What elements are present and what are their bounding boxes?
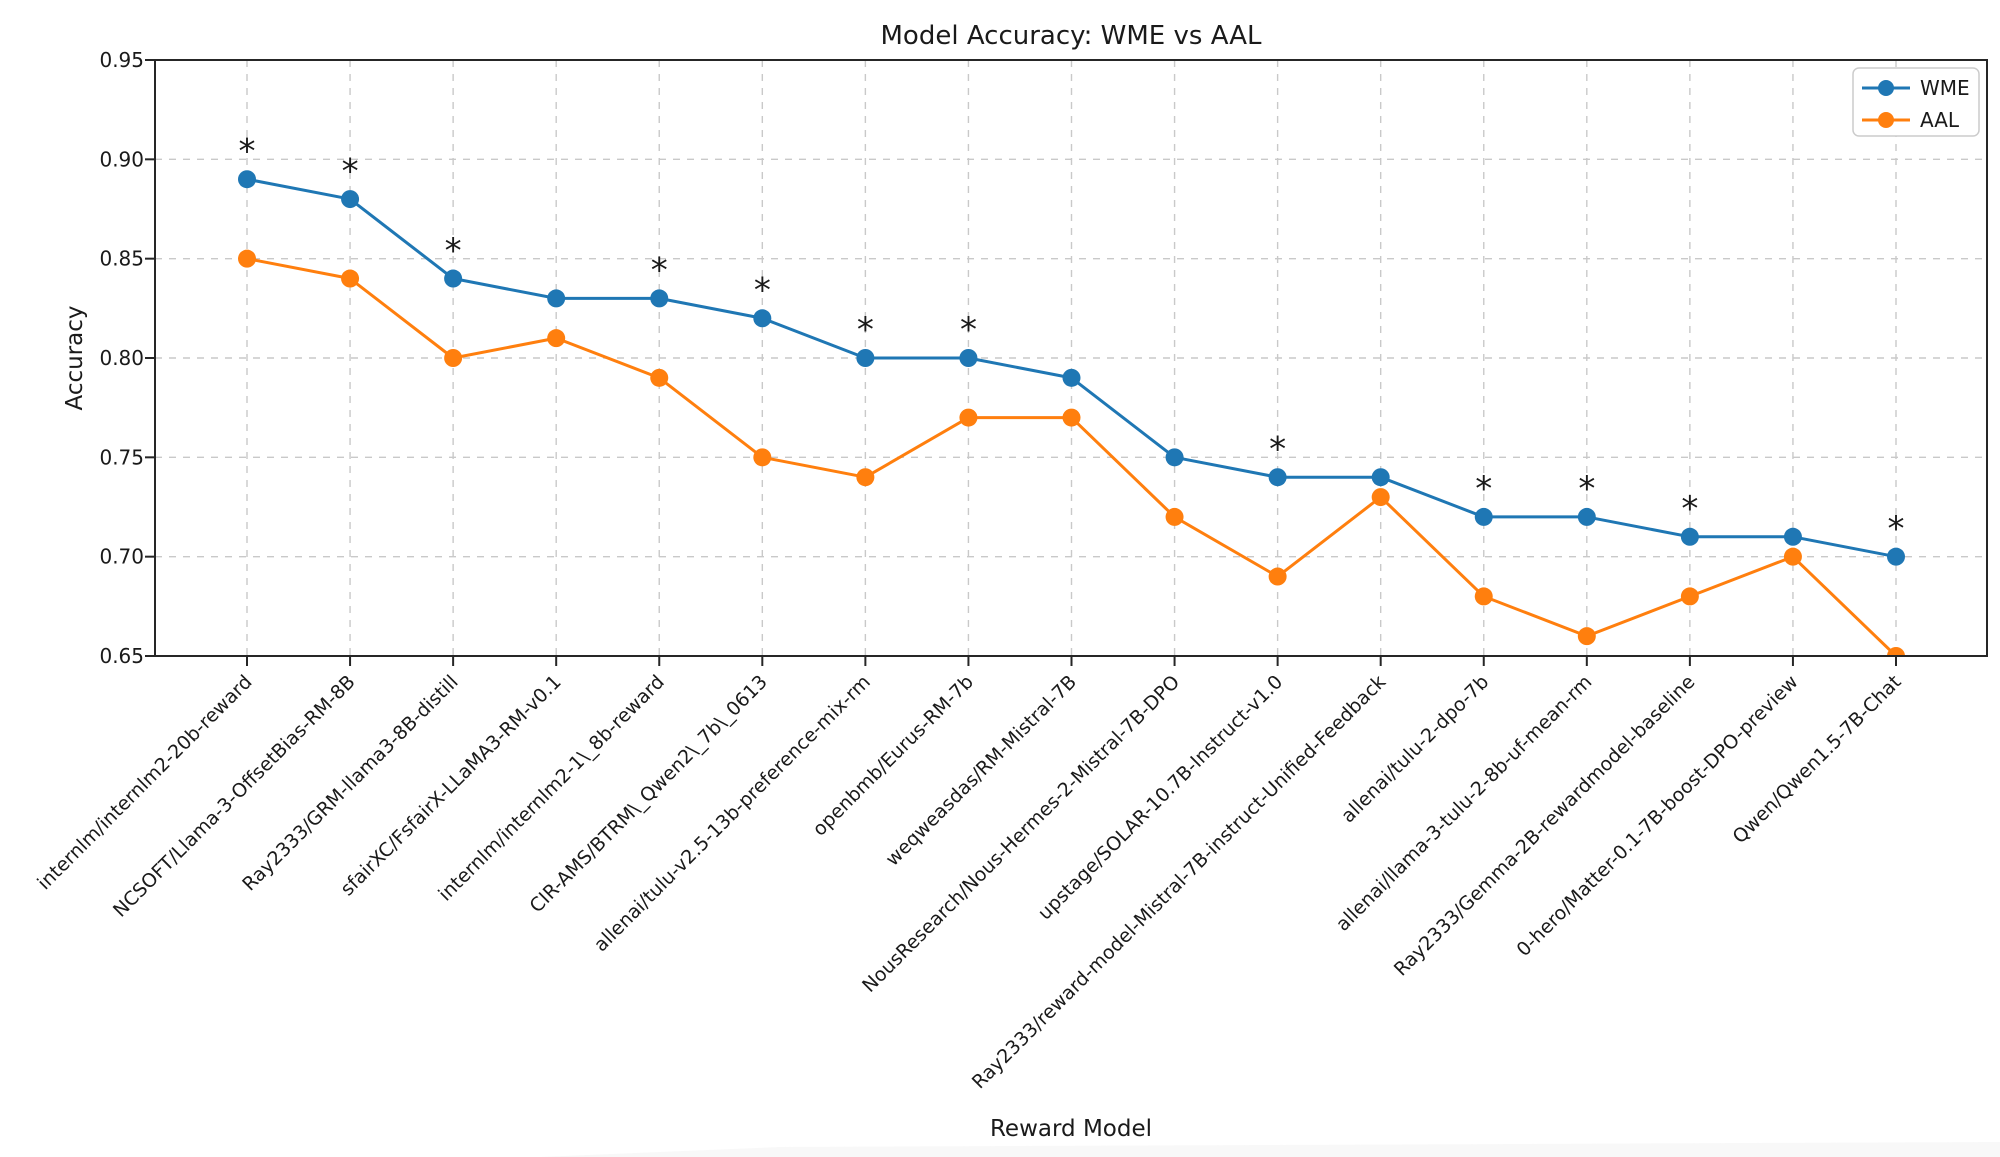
wme-point — [753, 309, 772, 328]
wme-point — [959, 349, 978, 367]
significance-marker: * — [651, 251, 668, 291]
significance-marker: * — [1475, 469, 1492, 509]
aal-point — [1371, 488, 1390, 507]
aal-point — [1165, 507, 1184, 526]
wme-point — [1371, 468, 1390, 487]
aal-point — [444, 349, 463, 367]
wme-point — [650, 289, 669, 308]
legend-marker-sample — [1878, 80, 1894, 96]
significance-marker: * — [1888, 509, 1905, 549]
significance-marker: * — [1269, 429, 1286, 469]
legend-label: AAL — [1920, 108, 1960, 132]
aal-series — [238, 249, 1905, 656]
significance-marker: * — [1681, 489, 1698, 529]
aal-point — [959, 408, 978, 427]
legend-marker-sample — [1878, 112, 1894, 128]
wme-point — [341, 190, 360, 209]
significance-marker: * — [754, 271, 771, 311]
wme-series — [238, 170, 1905, 566]
y-tick-label: 0.85 — [99, 247, 144, 271]
wme-point — [1165, 448, 1184, 467]
wme-point — [547, 289, 566, 308]
wme-point — [1577, 507, 1596, 526]
aal-point — [1474, 587, 1493, 606]
wme-point — [856, 349, 875, 367]
x-tick-label: weqweasdas/RM-Mistral-7B — [881, 671, 1081, 871]
y-axis-label: Accuracy — [62, 305, 88, 410]
y-tick-label: 0.70 — [99, 545, 144, 569]
y-tick-label: 0.75 — [99, 445, 144, 469]
aal-point — [753, 448, 772, 467]
wme-point — [1887, 547, 1905, 566]
legend-entry-aal: AAL — [1862, 108, 1960, 132]
tick-marks — [145, 59, 1897, 666]
x-tick-label: internlm/internlm2-1\_8b-reward — [434, 671, 669, 906]
legend: WME AAL — [1852, 67, 1980, 137]
wme-point — [1783, 527, 1802, 546]
chart-root: * * * * * * * * * * * * 0.65 0.70 0.75 0.80 0.85 0.90 0.95… — [33, 48, 1988, 1093]
significance-marker: * — [342, 151, 359, 191]
x-axis-label: Reward Model — [990, 1116, 1152, 1142]
wme-point — [1474, 507, 1493, 526]
wme-point — [444, 269, 463, 288]
wme-point — [1268, 468, 1287, 487]
significance-marker: * — [239, 131, 256, 171]
legend-label: WME — [1920, 76, 1970, 100]
significance-marker: * — [960, 310, 977, 350]
screenshot-edge-artifact — [540, 1142, 2000, 1157]
x-tick-label: Ray2333/GRM-llama3-8B-distill — [238, 671, 462, 895]
aal-point — [856, 468, 875, 487]
aal-point — [1783, 547, 1802, 566]
aal-point — [341, 269, 360, 288]
aal-point — [547, 329, 566, 348]
aal-point — [1577, 627, 1596, 646]
x-tick-label: Qwen/Qwen1.5-7B-Chat — [1729, 671, 1906, 848]
significance-marker: * — [445, 231, 462, 271]
significance-marker: * — [857, 310, 874, 350]
aal-point — [238, 249, 256, 268]
x-tick-label: sfairXC/FsfairX-LLaMA3-RM-v0.1 — [336, 671, 565, 900]
wme-point — [1680, 527, 1699, 546]
y-tick-label: 0.65 — [99, 644, 144, 668]
aal-point — [1268, 567, 1287, 586]
aal-point — [1680, 587, 1699, 606]
legend-entry-wme: WME — [1862, 76, 1970, 100]
aal-point — [1887, 647, 1905, 656]
x-tick-labels: internlm/internlm2-20b-rewardNCSOFT/Llam… — [33, 671, 1905, 1093]
aal-point — [1062, 408, 1081, 427]
wme-point — [238, 170, 256, 189]
y-tick-label: 0.90 — [99, 147, 144, 171]
x-tick-label: internlm/internlm2-20b-reward — [33, 671, 256, 894]
gridlines — [155, 59, 1987, 657]
y-tick-label: 0.80 — [99, 346, 144, 370]
chart-title: Model Accuracy: WME vs AAL — [881, 21, 1262, 51]
aal-point — [650, 368, 669, 387]
significance-markers: * * * * * * * * * * * * — [239, 131, 1905, 548]
significance-marker: * — [1578, 469, 1595, 509]
wme-point — [1062, 368, 1081, 387]
y-tick-label: 0.95 — [99, 48, 144, 72]
y-tick-labels: 0.65 0.70 0.75 0.80 0.85 0.90 0.95 — [99, 48, 144, 668]
